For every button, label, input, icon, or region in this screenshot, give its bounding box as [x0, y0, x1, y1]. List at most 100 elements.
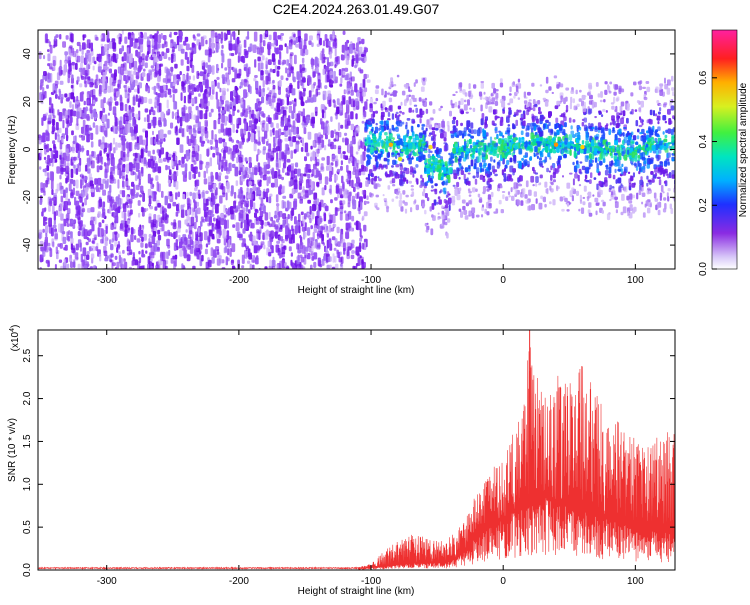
noise-cell: [205, 79, 209, 89]
signal-cell: [608, 166, 612, 174]
noise-cell: [334, 263, 339, 269]
noise-cell: [231, 139, 234, 143]
noise-cell: [133, 88, 138, 93]
noise-cell: [162, 260, 167, 269]
noise-cell: [106, 118, 110, 129]
noise-cell: [264, 266, 268, 269]
noise-cell: [280, 236, 283, 242]
noise-cell: [51, 130, 55, 135]
noise-cell: [42, 113, 47, 121]
noise-cell: [161, 224, 165, 232]
noise-cell: [141, 253, 146, 258]
noise-cell: [267, 72, 271, 82]
noise-cell: [322, 40, 326, 47]
noise-cell: [202, 35, 207, 40]
noise-cell: [42, 132, 46, 143]
noise-cell: [39, 166, 42, 170]
signal-cell: [431, 185, 434, 189]
noise-cell: [306, 227, 311, 236]
signal-cell: [451, 199, 456, 206]
noise-cell: [184, 113, 189, 123]
noise-cell: [210, 247, 214, 257]
noise-cell: [269, 129, 273, 137]
signal-cell: [471, 187, 476, 193]
noise-cell: [299, 64, 302, 73]
noise-cell: [339, 185, 343, 189]
noise-cell: [287, 69, 290, 74]
noise-cell: [300, 147, 304, 152]
noise-cell: [102, 189, 106, 196]
noise-cell: [327, 256, 332, 262]
noise-cell: [201, 254, 204, 262]
signal-cell: [578, 184, 582, 187]
noise-cell: [346, 164, 349, 173]
signal-cell: [457, 168, 461, 172]
noise-cell: [238, 234, 243, 238]
noise-cell: [181, 85, 185, 91]
noise-cell: [332, 223, 337, 228]
noise-cell: [129, 188, 134, 195]
signal-cell: [375, 97, 379, 102]
noise-cell: [247, 209, 251, 214]
noise-cell: [191, 50, 194, 55]
noise-cell: [128, 198, 133, 204]
noise-cell: [316, 43, 320, 47]
noise-cell: [235, 222, 240, 232]
noise-cell: [359, 237, 362, 242]
noise-cell: [100, 34, 103, 39]
signal-cell: [659, 161, 663, 164]
noise-cell: [173, 231, 176, 240]
signal-cell: [553, 75, 558, 79]
signal-cell: [479, 162, 483, 168]
noise-cell: [316, 162, 320, 167]
noise-cell: [114, 255, 118, 260]
noise-cell: [288, 164, 292, 172]
noise-cell: [174, 112, 178, 117]
noise-cell: [170, 233, 175, 237]
noise-cell: [281, 120, 284, 128]
noise-cell: [158, 117, 162, 126]
noise-cell: [262, 40, 266, 47]
noise-cell: [290, 259, 293, 266]
noise-cell: [129, 53, 133, 63]
noise-cell: [254, 75, 258, 78]
noise-cell: [73, 259, 76, 268]
noise-cell: [188, 208, 191, 216]
noise-cell: [71, 220, 75, 224]
noise-cell: [151, 190, 154, 199]
noise-cell: [303, 232, 307, 238]
noise-cell: [98, 222, 102, 228]
noise-cell: [236, 36, 240, 45]
noise-cell: [262, 232, 265, 241]
noise-cell: [232, 224, 236, 228]
noise-cell: [59, 150, 63, 156]
noise-cell: [124, 124, 129, 135]
noise-cell: [162, 35, 167, 41]
noise-cell: [278, 135, 281, 143]
noise-cell: [104, 142, 108, 149]
noise-cell: [342, 151, 346, 155]
noise-cell: [199, 110, 203, 120]
noise-cell: [308, 76, 312, 85]
signal-cell: [544, 181, 548, 188]
noise-cell: [106, 267, 110, 269]
noise-cell: [172, 82, 176, 87]
signal-cell: [388, 97, 393, 103]
noise-cell: [85, 54, 88, 64]
noise-cell: [290, 179, 293, 186]
noise-cell: [150, 258, 153, 262]
noise-cell: [294, 175, 298, 183]
noise-cell: [269, 193, 273, 197]
noise-cell: [157, 202, 161, 208]
noise-cell: [186, 72, 189, 82]
noise-cell: [133, 126, 138, 134]
noise-cell: [333, 144, 337, 150]
noise-cell: [147, 263, 151, 269]
noise-cell: [303, 213, 307, 220]
noise-cell: [157, 234, 162, 241]
noise-cell: [125, 174, 128, 182]
noise-cell: [180, 209, 185, 218]
noise-cell: [313, 227, 318, 233]
noise-cell: [205, 39, 208, 45]
